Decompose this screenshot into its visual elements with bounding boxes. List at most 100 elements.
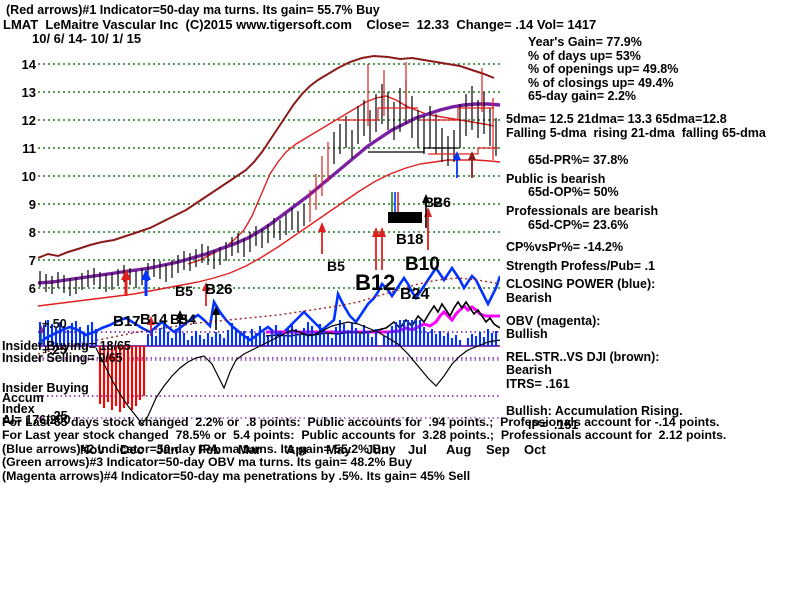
month-dec: Dec xyxy=(120,442,144,457)
accum-index-value: AI= 176/200 xyxy=(2,413,71,427)
accumulation-panel xyxy=(38,320,500,442)
month-may: May xyxy=(326,442,352,457)
accum-bars-positive xyxy=(38,320,498,346)
accum-label-line2: Accum xyxy=(2,391,44,405)
accum-label-line3: Index xyxy=(2,402,35,416)
chart-label-b12-7: B12 xyxy=(355,270,396,295)
month-sep: Sep xyxy=(486,442,510,457)
statistics-panel: Year's Gain= 77.9% % of days up= 53% % o… xyxy=(506,35,798,433)
stat-pct-openings-up: % of openings up= 49.8% xyxy=(528,62,679,77)
ticker-header: LMAT LeMaitre Vascular Inc (C)2015 www.t… xyxy=(3,17,597,32)
arrow-up-red-b5-mid xyxy=(318,222,326,232)
stat-ip: IP= .151 xyxy=(528,418,579,433)
obv-secondary-line xyxy=(265,300,500,337)
month-jun: Jun xyxy=(366,442,390,457)
month-mar: Mar xyxy=(238,442,262,457)
stat-itrs: ITRS= .161 xyxy=(506,376,570,391)
insider-buying-label: Insider Buying= 18/65 xyxy=(2,339,131,353)
stat-strength: Strength Profess/Pub= .1 xyxy=(506,258,655,273)
arrow-up-black-b4 xyxy=(212,306,220,315)
stat-professionals-state: Professionals are bearish xyxy=(506,203,659,218)
chart-label-b26-5: B26 xyxy=(205,281,233,298)
stat-closing-power-value: Bearish xyxy=(506,290,552,305)
arrow-up-darkred-b6 xyxy=(468,151,476,160)
closing-power-ma xyxy=(38,277,500,355)
month-oct: Oct xyxy=(524,442,546,457)
ytick-6: 6 xyxy=(28,281,36,296)
highlight-label-box xyxy=(388,212,422,223)
chart-label-b24-8: B24 xyxy=(400,286,430,303)
price-axis: 14 13 12 11 10 9 8 7 6 xyxy=(0,44,36,399)
month-feb: Feb xyxy=(198,442,222,457)
stat-dma-values: 5dma= 12.5 21dma= 13.3 65dma=12.8 xyxy=(506,111,727,126)
stat-obv-label: OBV (magenta): xyxy=(506,313,601,328)
arrow-up-red-b12a xyxy=(372,227,380,237)
indicator-4-line: (Magenta arrows)#4 Indicator=50-day ma p… xyxy=(2,468,471,483)
arrow-up-red-b5-lower xyxy=(202,282,210,291)
stat-obv-value: Bullish xyxy=(506,327,548,342)
stat-accumulation: Bullish: Accumulation Rising. xyxy=(506,404,683,419)
ytick-11: 11 xyxy=(22,141,36,156)
summary-line-65days: For Last 65 days stock changed 2.2% or .… xyxy=(2,415,720,429)
accum-tick-plus25: +.25 xyxy=(42,343,67,357)
indicator-3-line: (Green arrows)#3 Indicator=50-day OBV ma… xyxy=(2,455,413,470)
arrow-up-red-1 xyxy=(121,269,131,280)
accum-label-line1: Insider Buying xyxy=(2,381,89,395)
accum-canvas xyxy=(38,320,500,425)
arrow-up-blue-b2 xyxy=(453,151,461,160)
ytick-7: 7 xyxy=(28,253,36,268)
month-nov: Nov xyxy=(80,442,105,457)
stat-65d-pr: 65d-PR%= 37.8% xyxy=(528,153,629,168)
stat-closing-power-label: CLOSING POWER (blue): xyxy=(506,277,656,292)
closing-power-line xyxy=(38,265,500,346)
stat-pct-days-up: % of days up= 53% xyxy=(528,48,641,63)
month-axis: Nov Dec Jan Feb Mar Apr May Jun Jul Aug … xyxy=(38,442,546,458)
month-apr: Apr xyxy=(286,442,309,457)
chart-label-b18-10: B18 xyxy=(396,231,424,248)
indicator-1-header: (Red arrows)#1 Indicator=50-day ma turns… xyxy=(6,3,380,17)
stat-dma-trend: Falling 5-dma rising 21-dma falling 65-d… xyxy=(506,125,766,140)
upper-band-line xyxy=(187,95,495,265)
month-aug: Aug xyxy=(446,442,472,457)
stat-cp-vs-pr: CP%vsPr%= -14.2% xyxy=(506,240,624,255)
stat-relstr-value: Bearish xyxy=(506,363,552,378)
chart-label-b5-2: B5 xyxy=(170,311,188,327)
indicator-2-line: (Blue arrows)#2 Indicator=50-day IPA ma … xyxy=(2,441,396,456)
stat-public-state: Public is bearish xyxy=(506,171,606,186)
ai-trace xyxy=(95,321,500,425)
accum-bars-negative xyxy=(98,346,146,412)
ma50-line xyxy=(38,102,500,285)
ytick-8: 8 xyxy=(28,225,36,240)
ytick-10: 10 xyxy=(21,169,36,184)
stat-65d-cp: 65d-CP%= 23.6% xyxy=(528,217,629,232)
accum-tick-plus50: +.50 xyxy=(42,317,67,331)
arrow-up-red-b17 xyxy=(147,316,155,325)
ytick-13: 13 xyxy=(21,85,36,100)
lower-band-line xyxy=(38,159,500,307)
ytick-14: 14 xyxy=(21,57,36,72)
arrow-up-red-b12b xyxy=(378,227,386,237)
chart-label-b5-4: B5 xyxy=(175,283,193,299)
month-jul: Jul xyxy=(408,442,427,457)
chart-label-b6-12: B6 xyxy=(433,194,451,210)
relstr-line xyxy=(38,54,495,259)
chart-label-b14-1: B14 xyxy=(140,311,168,328)
summary-line-lastyear: For Last year stock changed 78.5% or 5.4… xyxy=(2,428,727,443)
stat-relstr-label: REL.STR..VS DJI (brown): xyxy=(506,349,660,364)
stat-pct-closings-up: % of closings up= 49.4% xyxy=(528,75,674,90)
summary-text: For Last 65 days stock changed 2.2% or .… xyxy=(2,415,798,483)
arrow-up-black-b14 xyxy=(176,310,184,319)
ytick-12: 12 xyxy=(21,113,36,128)
chart-label-b2-11: B2 xyxy=(424,194,442,210)
insider-selling-label: Insider Selling= 0/65 xyxy=(2,351,123,365)
arrow-up-blue-1 xyxy=(141,269,151,280)
chart-label-b10-9: B10 xyxy=(405,254,440,275)
stat-65d-op: 65d-OP%= 50% xyxy=(528,185,619,200)
chart-label-b17-0: B17 xyxy=(113,313,141,330)
month-jan: Jan xyxy=(156,442,179,457)
ytick-9: 9 xyxy=(28,197,36,212)
stat-years-gain: Year's Gain= 77.9% xyxy=(528,35,642,49)
date-range-header: 10/ 6/ 14- 10/ 1/ 15 xyxy=(32,31,142,46)
price-chart: 14 13 12 11 10 9 8 7 6 xyxy=(0,44,546,457)
